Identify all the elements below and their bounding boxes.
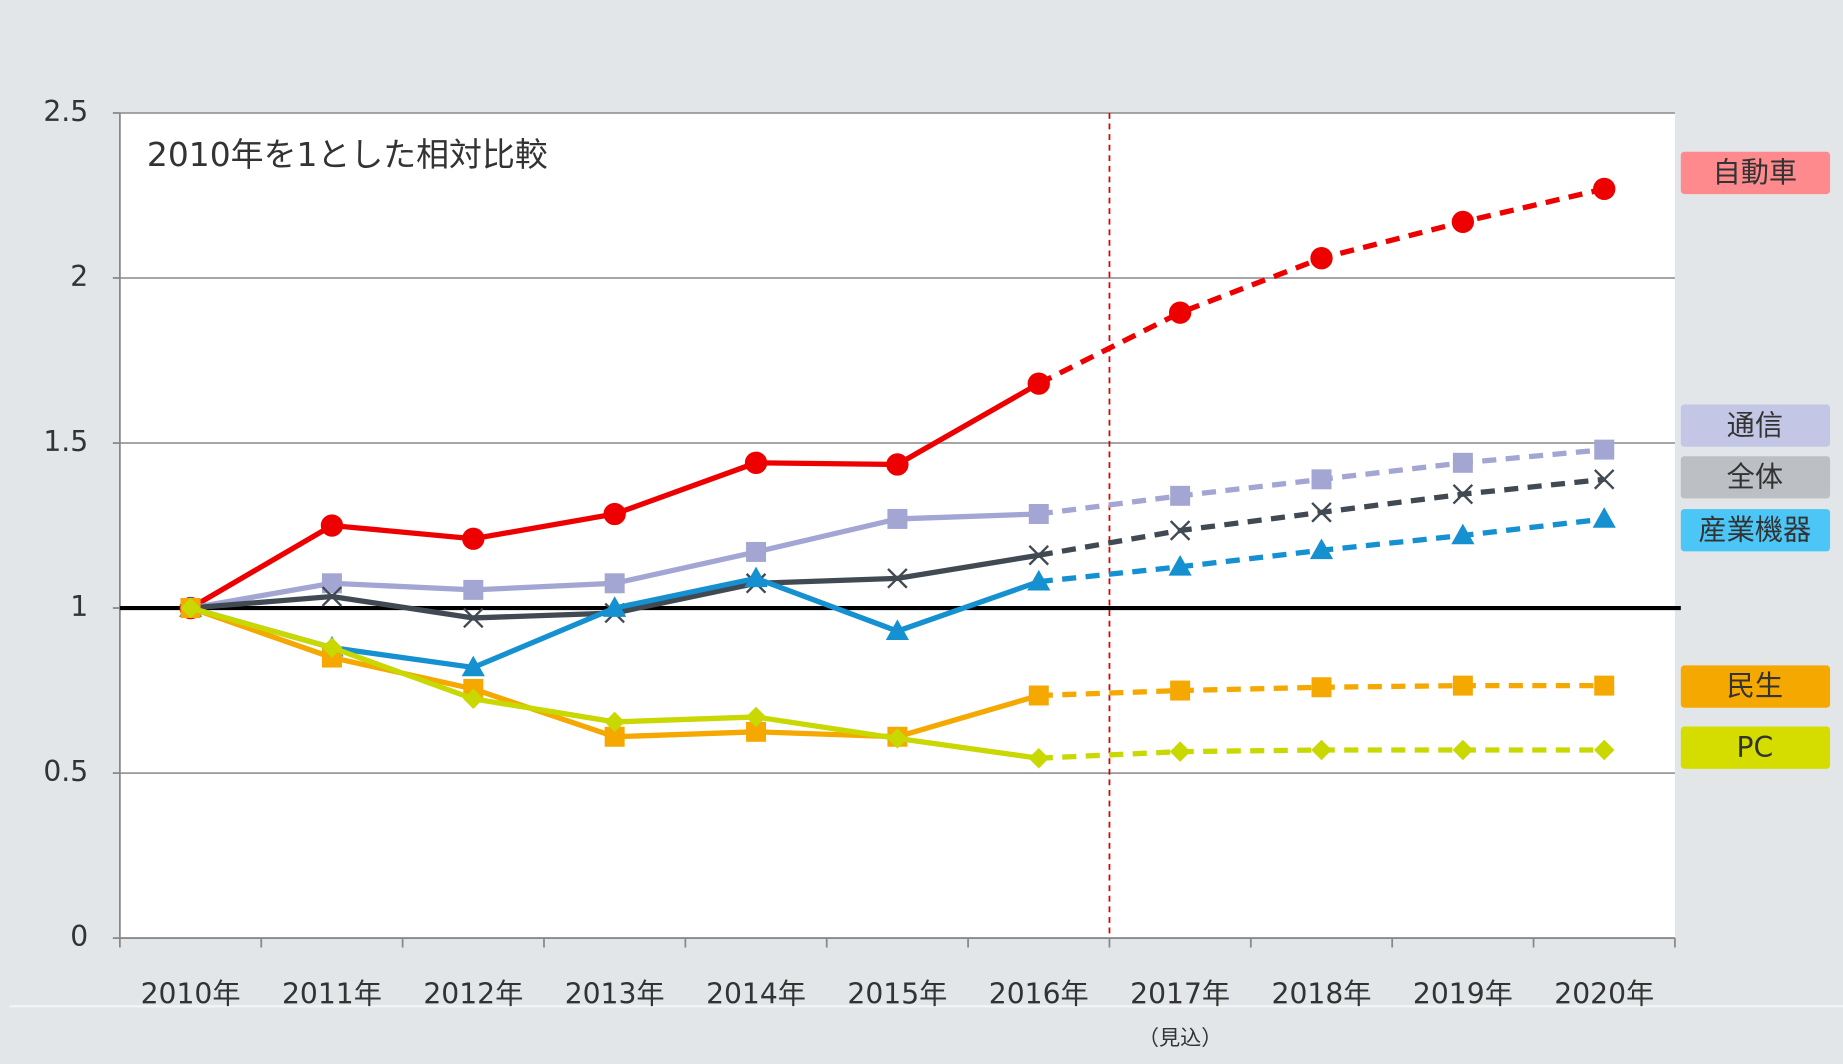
marker: [1452, 675, 1473, 696]
y-tick-label: 1.5: [43, 425, 88, 458]
x-tick-label: 2019年: [1413, 978, 1513, 1011]
legend-label: PC: [1737, 731, 1774, 764]
marker: [462, 527, 485, 550]
marker: [887, 728, 908, 749]
legend-label: 民生: [1727, 670, 1783, 703]
y-tick-label: 2: [70, 260, 88, 293]
x-tick-label: 2014年: [706, 978, 806, 1011]
marker: [886, 453, 909, 476]
legend-swatch: [1680, 151, 1831, 195]
marker: [1452, 483, 1474, 505]
marker: [887, 568, 908, 589]
marker: [1311, 502, 1332, 523]
marker: [604, 711, 625, 733]
x-tick-label: 2020年: [1554, 978, 1654, 1011]
marker: [1168, 555, 1192, 576]
marker: [1593, 469, 1615, 490]
marker: [1170, 485, 1191, 506]
marker: [1592, 507, 1616, 528]
marker: [1594, 439, 1615, 460]
marker: [463, 688, 484, 710]
x-tick-label: 2018年: [1272, 978, 1372, 1011]
grid: 0 0.5 1 1.5 2 2.5 2010年 2011年 2012年 2013年 2014年 201…: [43, 95, 1681, 1050]
marker: [1028, 747, 1050, 769]
marker: [1027, 372, 1050, 395]
marker: [1311, 739, 1332, 761]
x-tick-label: 2011年: [282, 978, 382, 1011]
marker: [1310, 247, 1333, 270]
legend-swatch: [1680, 509, 1831, 552]
marker: [1452, 452, 1473, 473]
marker: [1311, 469, 1332, 490]
legend-label: 産業機器: [1698, 513, 1811, 546]
marker: [1168, 301, 1192, 324]
legend-swatch: [1680, 726, 1831, 769]
marker: [744, 566, 768, 588]
marker: [1309, 538, 1334, 560]
marker: [1594, 675, 1615, 696]
divider: [9, 1005, 1843, 1008]
marker: [604, 573, 625, 594]
legend-label: 全体: [1727, 461, 1783, 494]
marker: [1451, 523, 1475, 545]
legend-label: 自動車: [1713, 156, 1798, 189]
marker: [463, 579, 484, 600]
y-tick-label: 0.5: [43, 755, 88, 788]
marker: [1027, 569, 1051, 591]
marker: [321, 573, 342, 594]
legend-swatch: [1680, 665, 1831, 708]
x-tick-label: 2015年: [847, 978, 947, 1011]
marker: [461, 655, 485, 677]
marker: [1451, 210, 1475, 234]
marker: [885, 619, 909, 640]
marker: [1028, 685, 1049, 706]
x-tick-label: 2016年: [989, 978, 1089, 1011]
marker: [1028, 503, 1049, 524]
marker: [1311, 677, 1332, 698]
marker: [1593, 177, 1616, 201]
legend-swatch: [1680, 404, 1831, 447]
marker: [1452, 739, 1474, 761]
marker: [1169, 741, 1191, 762]
marker: [603, 596, 627, 617]
x-tick-label: 2010年: [141, 978, 241, 1011]
marker: [744, 451, 768, 474]
series: [178, 177, 1616, 769]
marker: [321, 586, 343, 607]
marker: [320, 514, 344, 537]
marker: [1028, 545, 1050, 566]
marker: [463, 607, 484, 629]
marker: [603, 502, 626, 526]
marker: [1170, 680, 1191, 701]
marker: [1593, 739, 1615, 761]
marker: [746, 541, 767, 562]
forecast-note: （見込）: [1138, 1025, 1223, 1050]
marker: [180, 597, 201, 619]
annotation: 2010年を1とした相対比較: [147, 135, 548, 174]
marker: [321, 637, 343, 658]
y-tick-label: 1: [70, 590, 88, 623]
legend-swatch: [1680, 456, 1831, 499]
marker: [1169, 520, 1191, 541]
legend-label: 通信: [1727, 409, 1783, 442]
x-tick-label: 2017年: [1130, 978, 1230, 1011]
marker: [887, 508, 908, 529]
y-tick-label: 0: [70, 920, 88, 953]
x-tick-label: 2012年: [423, 978, 523, 1011]
x-tick-label: 2013年: [565, 978, 665, 1011]
marker: [745, 706, 767, 728]
y-tick-label: 2.5: [43, 95, 88, 128]
